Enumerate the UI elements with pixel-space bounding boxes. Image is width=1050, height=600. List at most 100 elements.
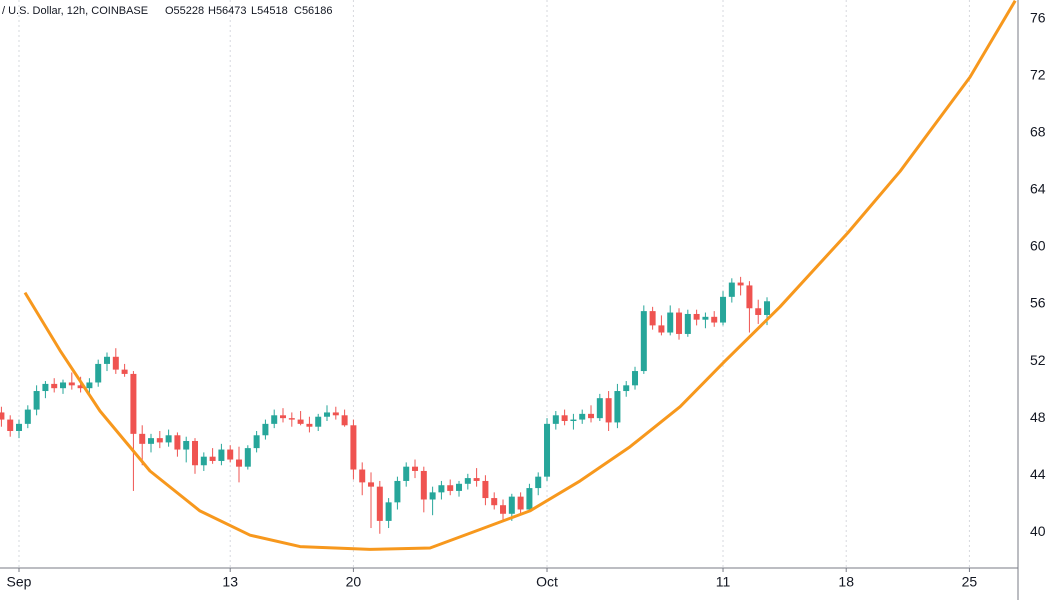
candle-body [658,325,665,333]
y-tick-label: 44 [1030,466,1046,482]
candle-body [33,391,40,410]
x-tick-label: Oct [536,574,558,590]
candle-body [288,418,295,420]
candle-body [438,485,445,493]
candle-body [720,296,727,323]
x-tick-label: Sep [7,574,32,590]
candle-body [51,383,58,389]
candle-body [341,415,348,426]
candle-body [68,382,75,386]
candle-body [315,416,322,427]
candle-body [526,488,533,510]
candle-body [244,448,251,467]
y-tick-label: 40 [1030,523,1046,539]
candle-body [500,505,507,514]
candle-body [693,313,700,320]
candle-body [561,415,568,422]
candle-body [227,449,234,460]
candle-body [579,413,586,420]
candle-body [605,398,612,423]
candle-body [482,480,489,499]
candle-body [77,385,84,389]
candle-body [640,311,647,372]
ohlc-label: O55228 [165,5,204,17]
candle-body [385,502,392,521]
candle-body [464,478,471,484]
candle-body [649,311,656,326]
y-tick-label: 60 [1030,238,1046,254]
y-tick-label: 76 [1030,9,1046,25]
candle-body [570,419,577,422]
ohlc-label: C56186 [294,5,333,17]
labels: 40 44 48 52 56 60 64 68 72 76 Sep 13 20 Oct 11 18 25 [7,9,1046,589]
chart-title: / U.S. Dollar, 12h, COINBASE [2,5,148,17]
candle-body [711,316,718,323]
candle-body [42,383,49,392]
candle-body [456,483,463,491]
candle-body [728,282,735,297]
y-tick-label: 64 [1030,181,1046,197]
candle-body [297,419,304,424]
candle-body [200,456,207,466]
candle-body [0,412,5,420]
candle-body [262,423,269,436]
candle-body [764,301,771,315]
candle-body [746,285,753,309]
candle-body [447,485,454,491]
candle-body [420,470,427,500]
candle-body [183,440,190,450]
candle-body [755,308,762,315]
candle-body [552,415,559,424]
y-tick-label: 48 [1030,409,1046,425]
candle-body [394,480,401,503]
ohlc-label: H56473 [208,5,247,17]
candle-body [236,459,243,467]
x-tick-label: 18 [838,574,854,590]
candle-body [359,469,366,483]
candle-body [104,356,111,364]
y-tick-label: 72 [1030,66,1046,82]
candle-body [632,371,639,386]
candle-body [614,391,621,423]
y-tick-label: 68 [1030,123,1046,139]
candle-body [403,466,410,481]
candle-body [350,425,357,470]
candle-body [156,438,163,443]
candle-body [174,435,181,450]
trend-curve [23,0,1017,551]
candle-body [535,476,542,489]
candle-body [623,385,630,392]
plot [0,0,1017,551]
candle-body [737,282,744,286]
candle-body [667,312,674,333]
candle-body [368,482,375,487]
candle-body [218,449,225,461]
candle-body [473,478,480,481]
candle-body [684,313,691,334]
candle-body [508,496,515,514]
candle-body [130,373,137,434]
candle-body [376,486,383,521]
candle-body [86,382,93,389]
candle-body [16,423,23,431]
candle-body [121,369,128,374]
candle-body [112,356,119,370]
candle-body [165,435,172,443]
candle-body [596,398,603,419]
candle-body [139,433,146,444]
candle-body [517,496,524,510]
candle-body [412,466,419,471]
ohlc-label: L54518 [251,5,288,17]
candle-body [253,435,260,449]
candle-body [24,409,31,424]
candle-body [7,419,14,431]
candle-body [588,413,595,419]
x-tick-label: 11 [716,574,731,590]
candle-body [95,363,102,383]
y-tick-label: 56 [1030,295,1046,311]
candle-body [676,312,683,334]
candle-body [324,412,331,417]
candle-body [271,415,278,424]
